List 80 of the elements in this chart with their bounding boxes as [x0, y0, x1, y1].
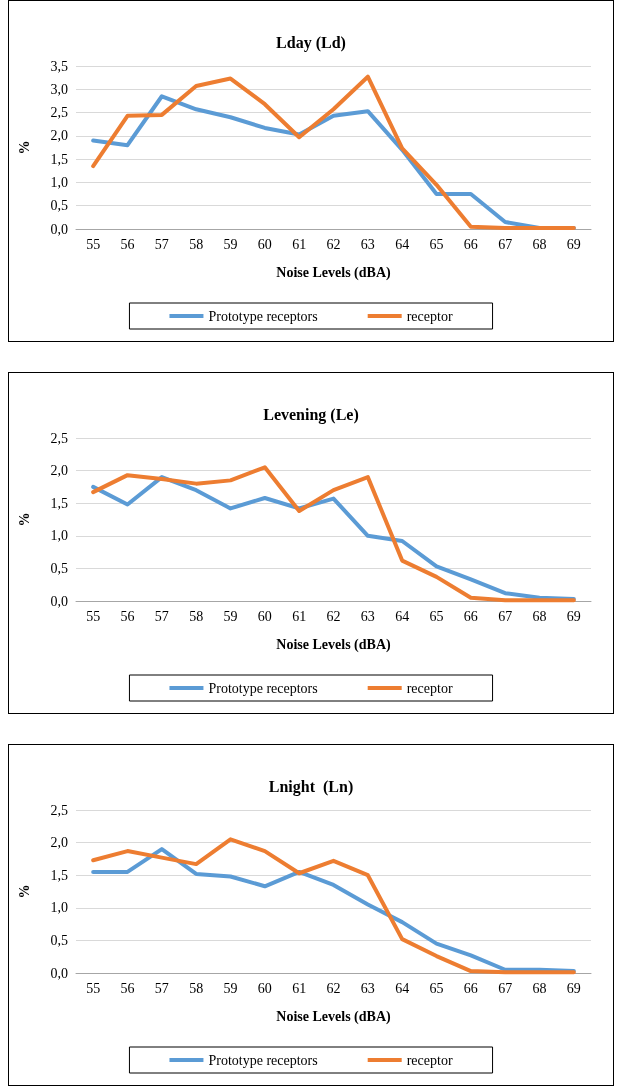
x-tick-label: 55 [86, 236, 101, 252]
y-tick-label: 1,0 [50, 174, 68, 190]
legend-label: Prototype receptors [208, 680, 318, 696]
x-tick-label: 69 [566, 980, 581, 996]
x-tick-label: 63 [360, 980, 375, 996]
x-tick-label: 67 [498, 980, 513, 996]
y-tick-label: 2,5 [50, 105, 68, 121]
y-axis-title: % [16, 884, 32, 899]
x-axis-title: Noise Levels (dBA) [276, 1008, 391, 1025]
x-tick-label: 64 [395, 608, 410, 624]
x-tick-label: 64 [395, 236, 410, 252]
y-tick-label: 3,5 [50, 58, 68, 74]
x-tick-label: 66 [463, 980, 478, 996]
x-tick-label: 56 [120, 980, 135, 996]
y-tick-label: 0,0 [50, 593, 68, 609]
x-tick-label: 57 [154, 608, 169, 624]
x-tick-label: 61 [292, 980, 307, 996]
x-tick-label: 60 [257, 980, 272, 996]
x-tick-label: 62 [326, 980, 341, 996]
x-tick-label: 65 [429, 608, 444, 624]
x-tick-label: 58 [189, 980, 204, 996]
x-tick-label: 65 [429, 980, 444, 996]
y-tick-label: 0,0 [50, 965, 68, 981]
x-tick-label: 60 [257, 236, 272, 252]
legend-label: Prototype receptors [208, 1052, 318, 1068]
y-tick-label: 1,0 [50, 900, 68, 916]
x-tick-label: 68 [532, 980, 547, 996]
x-axis-title: Noise Levels (dBA) [276, 264, 391, 281]
x-tick-label: 56 [120, 608, 135, 624]
x-tick-label: 58 [189, 236, 204, 252]
x-tick-label: 57 [154, 236, 169, 252]
x-tick-label: 55 [86, 608, 101, 624]
y-tick-label: 2,0 [50, 835, 68, 851]
y-tick-label: 0,5 [50, 198, 68, 214]
x-tick-label: 68 [532, 236, 547, 252]
y-axis-title: % [16, 140, 32, 155]
x-tick-label: 66 [463, 236, 478, 252]
y-tick-label: 0,5 [50, 560, 68, 576]
x-tick-label: 56 [120, 236, 135, 252]
y-tick-label: 1,5 [50, 151, 68, 167]
y-tick-label: 0,5 [50, 932, 68, 948]
y-tick-label: 2,0 [50, 128, 68, 144]
chart-title: Lnight (Ln) [268, 777, 354, 796]
y-tick-label: 2,5 [50, 802, 68, 818]
x-tick-label: 63 [360, 236, 375, 252]
x-tick-label: 62 [326, 608, 341, 624]
x-tick-label: 62 [326, 236, 341, 252]
x-tick-label: 55 [86, 980, 101, 996]
chart-title: Lday (Ld) [276, 33, 346, 52]
y-tick-label: 1,5 [50, 495, 68, 511]
y-tick-label: 2,5 [50, 430, 68, 446]
y-axis-title: % [16, 512, 32, 527]
x-tick-label: 67 [498, 608, 513, 624]
x-tick-label: 59 [223, 980, 238, 996]
x-tick-label: 60 [257, 608, 272, 624]
x-tick-label: 61 [292, 236, 307, 252]
y-tick-label: 0,0 [50, 221, 68, 237]
y-tick-label: 2,0 [50, 463, 68, 479]
y-tick-label: 1,5 [50, 867, 68, 883]
x-tick-label: 58 [189, 608, 204, 624]
y-tick-label: 3,0 [50, 81, 68, 97]
chart-title: Levening (Le) [263, 405, 359, 424]
x-tick-label: 66 [463, 608, 478, 624]
x-tick-label: 69 [566, 236, 581, 252]
x-tick-label: 68 [532, 608, 547, 624]
x-tick-label: 69 [566, 608, 581, 624]
x-tick-label: 67 [498, 236, 513, 252]
x-tick-label: 59 [223, 236, 238, 252]
y-tick-label: 1,0 [50, 528, 68, 544]
x-tick-label: 63 [360, 608, 375, 624]
legend-label: receptor [406, 308, 453, 324]
legend-label: receptor [406, 1052, 453, 1068]
x-tick-label: 64 [395, 980, 410, 996]
x-tick-label: 57 [154, 980, 169, 996]
legend-label: receptor [406, 680, 453, 696]
x-tick-label: 59 [223, 608, 238, 624]
legend-label: Prototype receptors [208, 308, 318, 324]
x-tick-label: 65 [429, 236, 444, 252]
x-axis-title: Noise Levels (dBA) [276, 636, 391, 653]
x-tick-label: 61 [292, 608, 307, 624]
